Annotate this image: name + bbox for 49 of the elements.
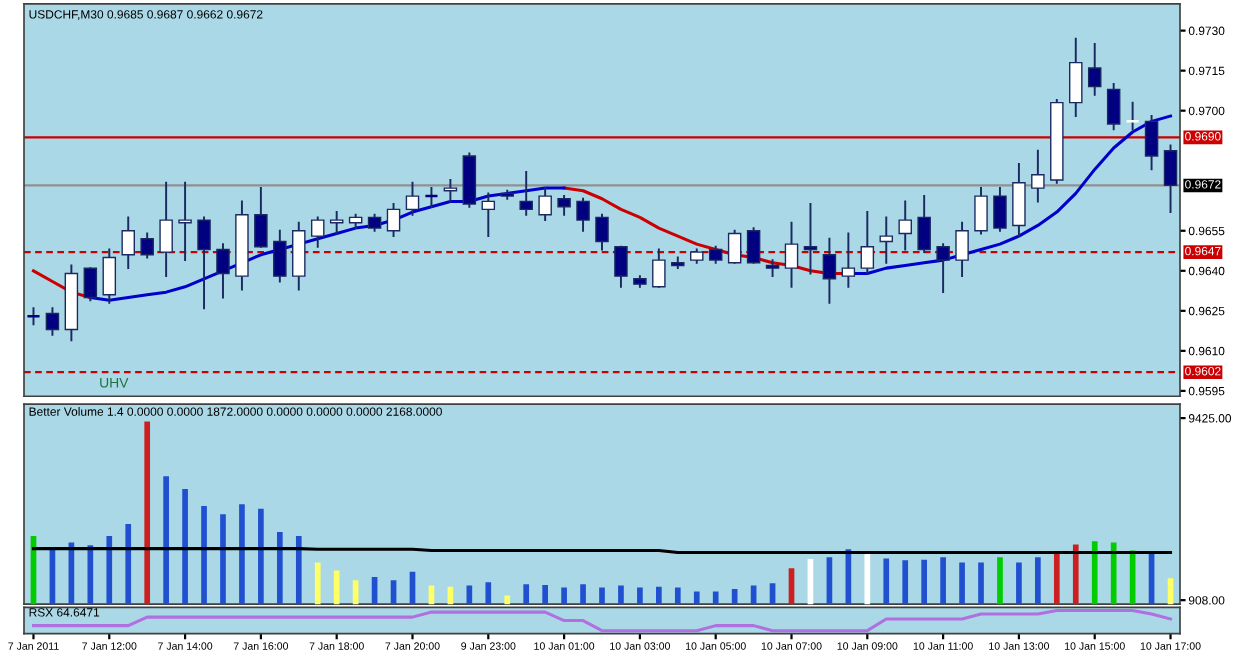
candlestick (1144, 115, 1159, 171)
candlestick (955, 221, 969, 278)
candlestick (481, 192, 496, 238)
candlestick (557, 195, 571, 216)
candlestick (197, 216, 211, 310)
candlestick (614, 245, 628, 288)
candlestick (538, 187, 552, 222)
candlestick (159, 181, 173, 278)
candlestick (424, 187, 439, 208)
candlestick (936, 243, 950, 294)
candlestick (178, 181, 192, 262)
candlestick (386, 203, 401, 238)
candlestick (917, 195, 931, 254)
candlestick (216, 243, 230, 299)
candlestick (443, 179, 458, 203)
candlestick (1087, 43, 1102, 96)
candlestick (784, 221, 799, 288)
candlestick (310, 216, 325, 248)
candlestick (140, 232, 154, 259)
candlestick (1031, 149, 1045, 203)
candlestick (1012, 163, 1026, 238)
candlestick (822, 237, 837, 304)
candlestick (803, 203, 818, 275)
candlestick (254, 187, 268, 248)
candlestick (1163, 144, 1178, 214)
candlestick (746, 227, 761, 264)
candlestick (121, 216, 135, 270)
candlestick (765, 259, 780, 278)
candlestick (974, 187, 988, 235)
candlestick (652, 248, 666, 288)
candlestick (879, 216, 894, 264)
candlestick (519, 171, 533, 216)
candlestick (292, 221, 306, 291)
candlestick (1125, 101, 1140, 131)
candlestick (102, 248, 117, 304)
candlestick (841, 232, 856, 288)
candlestick (1069, 37, 1083, 117)
candlestick (273, 229, 287, 283)
candlestick (993, 187, 1007, 232)
candlestick (45, 307, 60, 336)
candlestick (83, 267, 98, 302)
candlestick (329, 211, 344, 235)
candlestick (405, 181, 420, 216)
candlestick (1106, 83, 1121, 131)
candlestick (860, 211, 875, 275)
candlestick (727, 229, 742, 264)
candlestick (576, 197, 590, 232)
candlestick (595, 213, 609, 251)
candlestick (898, 200, 912, 251)
